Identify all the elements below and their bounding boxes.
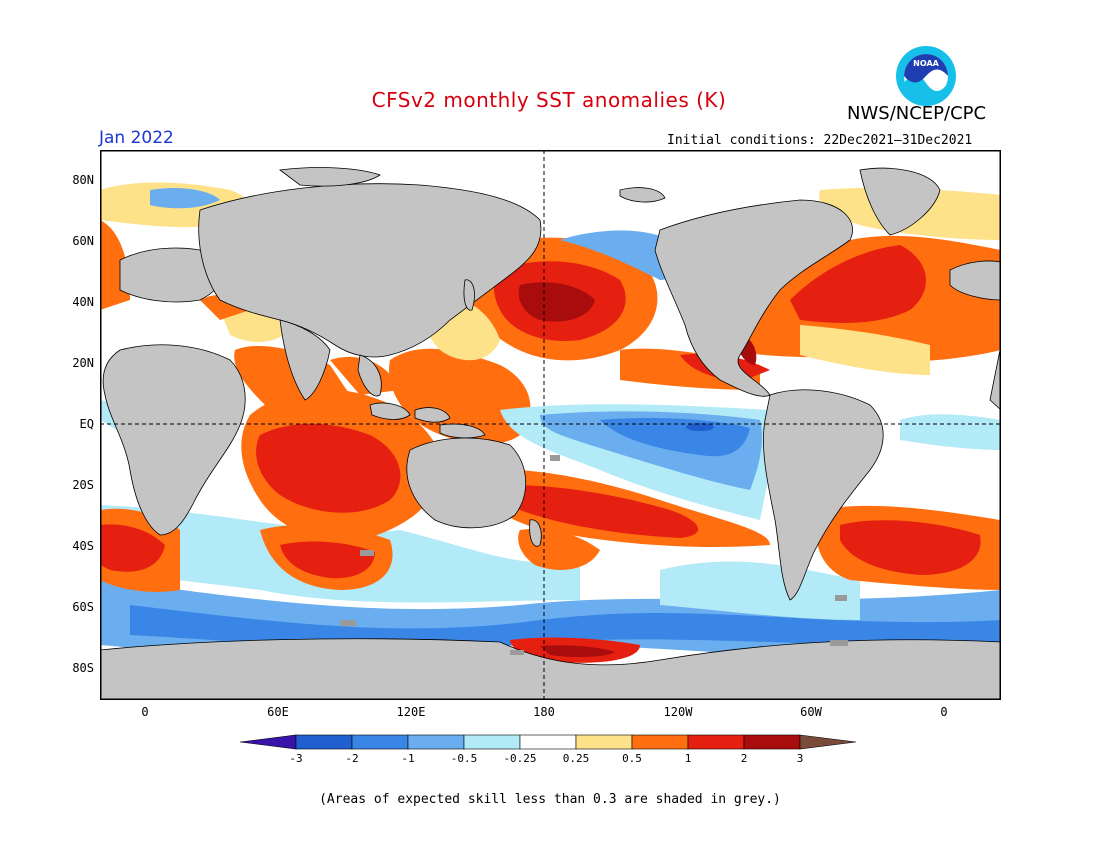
lon-label: 120W [663, 705, 693, 719]
sst-anomaly-map [100, 150, 1001, 700]
agency-label: NWS/NCEP/CPC [847, 103, 987, 124]
lon-label: 60W [800, 705, 822, 719]
colorbar-segment [407, 734, 465, 750]
colorbar-segment [463, 734, 521, 750]
lat-label: 20N [72, 356, 94, 370]
lat-label: 80S [72, 661, 94, 675]
initial-conditions: Initial conditions: 22Dec2021–31Dec2021 [667, 133, 973, 148]
map-frame [100, 150, 1001, 700]
colorbar-arrow-high [799, 734, 857, 750]
colorbar-segment [631, 734, 689, 750]
lon-label: 120E [396, 705, 426, 719]
low-skill-mask [340, 455, 848, 655]
lat-label: 80N [72, 173, 94, 187]
lat-label: 40N [72, 295, 94, 309]
lon-label: 0 [940, 705, 948, 719]
colorbar-tick-label: -1 [401, 752, 415, 765]
noaa-logo-text: NOAA [913, 59, 939, 68]
lat-label: 20S [72, 478, 94, 492]
colorbar-tick-label: 0.25 [562, 752, 590, 765]
colorbar-tick-label: 2 [740, 752, 748, 765]
colorbar-arrow-low [240, 734, 297, 750]
land-masses [100, 167, 1001, 700]
colorbar-segment [575, 734, 633, 750]
colorbar-tick-label: -0.5 [450, 752, 478, 765]
colorbar-segment [351, 734, 409, 750]
colorbar [240, 734, 857, 750]
colorbar-tick-label: -0.25 [503, 752, 537, 765]
noaa-logo: NOAA [896, 46, 956, 106]
colorbar-tick-label: 3 [796, 752, 804, 765]
colorbar-segment [743, 734, 801, 750]
colorbar-tick-label: 0.5 [622, 752, 642, 765]
skill-footnote: (Areas of expected skill less than 0.3 a… [319, 792, 781, 807]
lat-label: 60N [72, 234, 94, 248]
colorbar-tick-label: -3 [289, 752, 303, 765]
colorbar-tick-label: 1 [684, 752, 692, 765]
forecast-month: Jan 2022 [99, 128, 174, 148]
lat-label: EQ [79, 417, 94, 431]
lat-label: 40S [72, 539, 94, 553]
lon-label: 180 [533, 705, 555, 719]
colorbar-segment [295, 734, 353, 750]
colorbar-segment [519, 734, 577, 750]
chart-title: CFSv2 monthly SST anomalies (K) [371, 88, 727, 112]
lon-label: 60E [267, 705, 289, 719]
colorbar-tick-label: -2 [345, 752, 359, 765]
lon-label: 0 [141, 705, 149, 719]
colorbar-segment [687, 734, 745, 750]
lat-label: 60S [72, 600, 94, 614]
